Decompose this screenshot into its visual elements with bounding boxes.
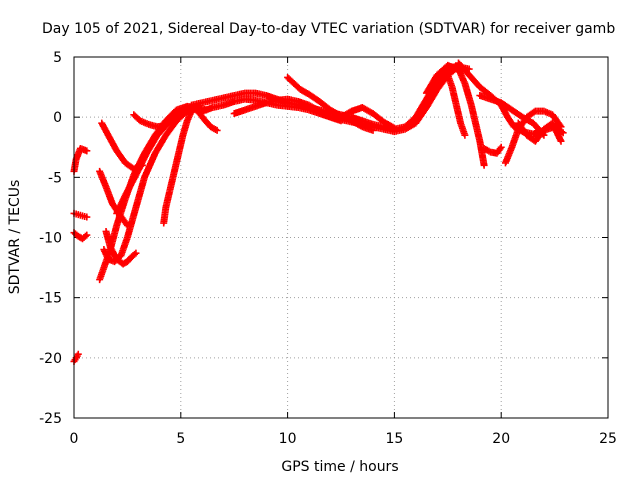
data-point-marker bbox=[556, 121, 564, 129]
data-point-marker bbox=[539, 130, 547, 138]
data-point-marker bbox=[496, 145, 504, 153]
series-arc-23 bbox=[501, 107, 565, 167]
data-point-marker bbox=[557, 123, 565, 131]
series-arc-3 bbox=[70, 229, 91, 243]
data-point-marker bbox=[369, 126, 377, 134]
series-arc-8 bbox=[100, 104, 202, 266]
data-points bbox=[70, 59, 567, 365]
series-arc-1 bbox=[70, 350, 82, 365]
x-tick-label: 25 bbox=[599, 431, 617, 447]
y-tick-label: -20 bbox=[39, 351, 62, 367]
series-arc-11 bbox=[130, 111, 168, 131]
y-tick-label: -15 bbox=[39, 291, 62, 307]
data-point-marker bbox=[557, 137, 565, 145]
grid bbox=[74, 57, 608, 418]
data-point-marker bbox=[81, 232, 89, 240]
series-arc-18 bbox=[337, 104, 398, 132]
chart-title: Day 105 of 2021, Sidereal Day-to-day VTE… bbox=[42, 21, 615, 37]
series-arc-20 bbox=[444, 71, 469, 139]
y-tick-label: -25 bbox=[39, 411, 62, 427]
x-tick-label: 15 bbox=[385, 431, 403, 447]
series-arc-12 bbox=[160, 107, 195, 227]
x-tick-label: 20 bbox=[492, 431, 510, 447]
x-tick-label: 10 bbox=[279, 431, 297, 447]
series-arc-9 bbox=[102, 227, 140, 268]
series-arc-25 bbox=[476, 92, 548, 139]
axis-ticks: 0 5 10 15 20 25 5 0 -5 -10 -15 -20 -25 bbox=[39, 50, 617, 447]
data-point-marker bbox=[132, 249, 140, 257]
data-point-marker bbox=[389, 123, 397, 131]
series-arc-5 bbox=[98, 119, 146, 173]
series-arc-19 bbox=[422, 61, 488, 169]
data-point-marker bbox=[390, 124, 398, 132]
y-tick-label: -10 bbox=[39, 231, 62, 247]
y-tick-label: -5 bbox=[48, 170, 62, 186]
data-point-marker bbox=[83, 213, 91, 221]
plot-frame bbox=[73, 56, 609, 419]
data-point-marker bbox=[559, 129, 567, 137]
data-point-marker bbox=[160, 122, 168, 130]
x-axis-label: GPS time / hours bbox=[281, 459, 398, 475]
data-point-marker bbox=[131, 250, 139, 258]
series-arc-14 bbox=[187, 61, 462, 133]
y-tick-label: 0 bbox=[53, 110, 62, 126]
y-tick-label: 5 bbox=[53, 50, 62, 66]
series-arc-16 bbox=[230, 95, 345, 125]
data-point-marker bbox=[461, 131, 469, 139]
series-arc-6 bbox=[96, 167, 131, 229]
series-arc-2 bbox=[70, 209, 91, 221]
x-tick-label: 5 bbox=[176, 431, 185, 447]
data-point-marker bbox=[480, 161, 488, 169]
series-arc-4 bbox=[70, 144, 91, 175]
data-point-marker bbox=[74, 350, 82, 358]
x-tick-label: 0 bbox=[70, 431, 79, 447]
data-point-marker bbox=[213, 126, 221, 134]
data-point-marker bbox=[497, 143, 505, 151]
data-point-marker bbox=[540, 131, 548, 139]
series-arc-22 bbox=[480, 143, 505, 157]
data-point-marker bbox=[83, 147, 91, 155]
y-axis-label: SDTVAR / TECUs bbox=[7, 180, 23, 295]
data-point-marker bbox=[83, 231, 91, 239]
series-arc-15 bbox=[198, 63, 473, 136]
